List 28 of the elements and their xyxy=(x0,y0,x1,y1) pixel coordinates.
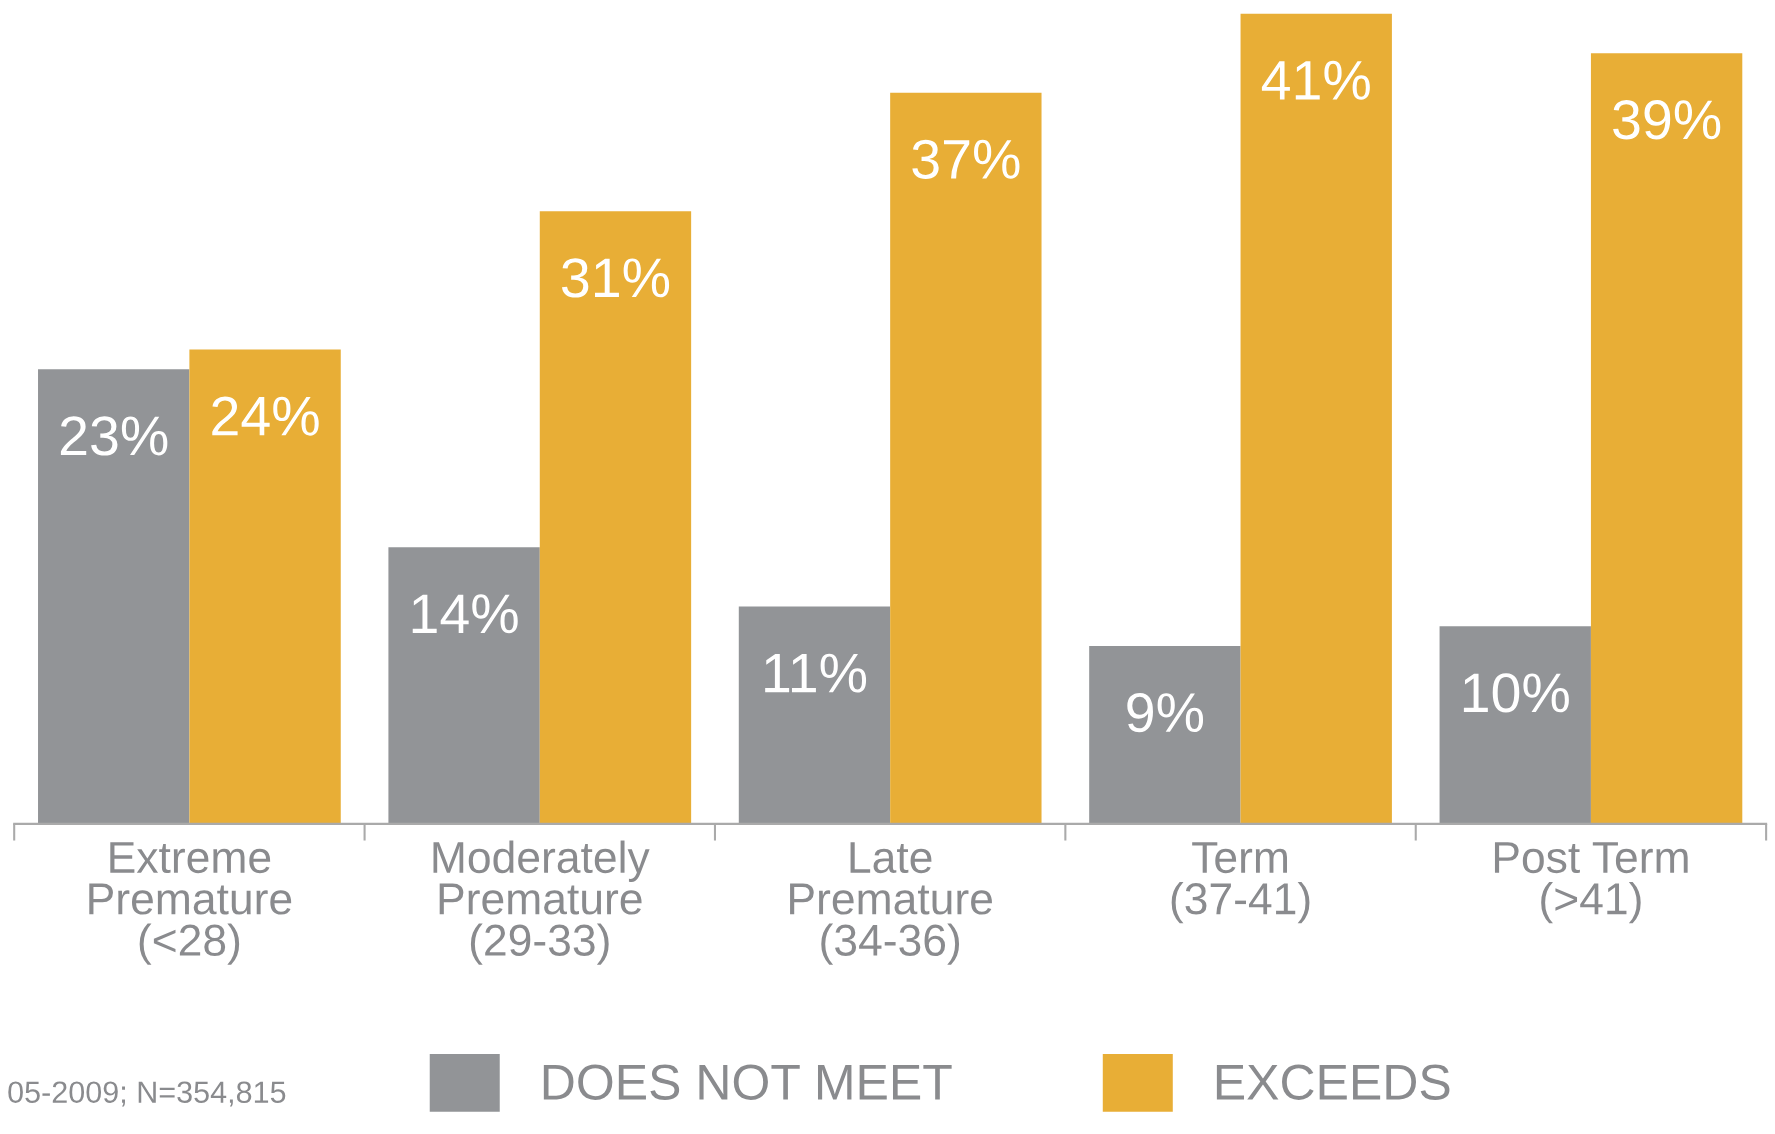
bar xyxy=(539,211,692,824)
data-label: 24% xyxy=(212,396,319,436)
data-label: 11% xyxy=(765,653,867,693)
data-label: 10% xyxy=(1463,673,1569,713)
bar xyxy=(1240,13,1392,824)
x-tick-label: Post Term (>41) xyxy=(1494,842,1688,924)
bar xyxy=(38,369,190,824)
x-tick-label: Extreme Premature (<28) xyxy=(89,842,292,965)
bar xyxy=(890,92,1042,824)
text: 05-2009; N=354,815 xyxy=(8,1081,286,1107)
legend-label: EXCEEDS xyxy=(1216,1064,1450,1100)
data-label: 39% xyxy=(1613,100,1721,140)
data-label: 9% xyxy=(1127,692,1204,733)
bar xyxy=(1590,53,1743,824)
bar xyxy=(1439,626,1591,824)
x-tick-label: Term (37-41) xyxy=(1171,842,1310,924)
data-label: 14% xyxy=(412,594,518,634)
legend-label: DOES NOT MEET xyxy=(543,1064,952,1100)
data-label: 37% xyxy=(912,139,1020,179)
bar xyxy=(1089,646,1241,824)
data-label: 31% xyxy=(561,258,670,298)
x-tick-label: Late Premature (34-36) xyxy=(790,842,992,965)
data-label: 41% xyxy=(1261,60,1370,100)
x-tick-label: Moderately Premature (29-33) xyxy=(433,840,650,965)
bar xyxy=(189,349,341,824)
bar xyxy=(388,547,540,824)
bar xyxy=(738,606,891,824)
data-label: 23% xyxy=(60,416,168,456)
